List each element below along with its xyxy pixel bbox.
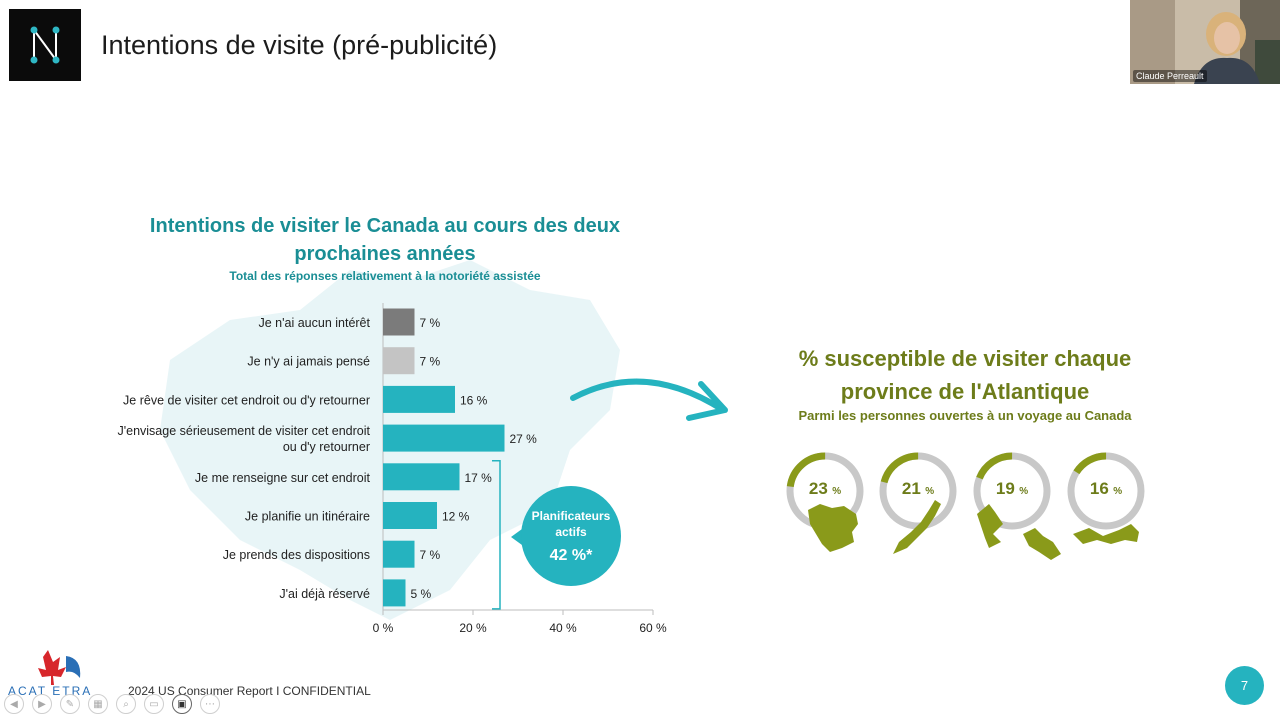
province-progress-ring — [973, 452, 1051, 530]
page-number-badge: 7 — [1225, 666, 1264, 705]
new-brunswick-map-icon — [786, 452, 864, 552]
category-label-line: Je n'ai aucun intérêt — [259, 316, 371, 330]
bar — [383, 347, 415, 375]
province-prince-edward-island: 16 % — [1067, 452, 1177, 572]
bar-value-label: 7 % — [420, 548, 441, 562]
atlantic-title: % susceptible de visiter chaque province… — [740, 342, 1190, 408]
bar-value-label: 27 % — [510, 432, 538, 446]
category-label: Je rêve de visiter cet endroit ou d'y re… — [123, 393, 370, 407]
bar — [383, 463, 460, 491]
x-tick-label: 40 % — [549, 621, 577, 635]
planners-callout-pointer — [511, 529, 522, 545]
category-label-line: Je prends des dispositions — [223, 548, 370, 562]
newfoundland-labrador-map-icon — [973, 452, 1061, 560]
province-progress-ring — [786, 452, 864, 530]
province-percent: 19 % — [995, 479, 1029, 498]
acat-etra-logo-mark: ACAT ETRA — [8, 650, 90, 698]
bar-value-label: 7 % — [420, 355, 441, 369]
category-label-line: Je n'y ai jamais pensé — [247, 355, 370, 369]
bar — [383, 308, 415, 336]
province-percent: 16 % — [1089, 479, 1123, 498]
province-nova-scotia: 21 % — [879, 452, 989, 572]
category-label-line: J'ai déjà réservé — [279, 587, 370, 601]
participant-video-frame — [1130, 0, 1280, 84]
bar-value-label: 12 % — [442, 510, 470, 524]
pen-icon[interactable]: ✎ — [60, 694, 80, 714]
category-label: Je n'y ai jamais pensé — [247, 355, 370, 369]
bar-value-label: 7 % — [420, 316, 441, 330]
category-label: Je me renseigne sur cet endroit — [195, 471, 371, 485]
more-options-icon[interactable]: ⋯ — [200, 694, 220, 714]
province-new-brunswick: 23 % — [786, 452, 896, 572]
bar-value-label: 17 % — [465, 471, 493, 485]
slides-grid-icon[interactable]: ▦ — [88, 694, 108, 714]
atlantic-subtitle: Parmi les personnes ouvertes à un voyage… — [798, 408, 1132, 423]
province-percent: 21 % — [901, 479, 935, 498]
active-planners-label: Planificateurs actifs — [531, 509, 611, 539]
subtitles-icon[interactable]: ▭ — [144, 694, 164, 714]
province-newfoundland-labrador: 19 % — [973, 452, 1083, 572]
category-label: J'ai déjà réservé — [279, 587, 370, 601]
active-planners-badge: Planificateurs actifs 42 %* — [521, 486, 621, 586]
category-label: Je prends des dispositions — [223, 548, 370, 562]
category-label-line: J'envisage sérieusement de visiter cet e… — [117, 424, 370, 438]
participant-name-label: Claude Perreault — [1133, 70, 1207, 82]
atlantic-title-line-1: % susceptible de visiter chaque — [798, 346, 1132, 371]
bar-value-label: 16 % — [460, 393, 488, 407]
province-percent: 23 % — [808, 479, 842, 498]
previous-slide-icon[interactable]: ◀ — [4, 694, 24, 714]
curved-arrow-icon — [570, 378, 728, 421]
planners-bracket — [492, 460, 501, 610]
active-planners-value: 42 %* — [549, 547, 593, 564]
category-label-line: ou d'y retourner — [283, 440, 370, 454]
camera-icon[interactable]: ▣ — [172, 694, 192, 714]
bar — [383, 424, 505, 452]
participant-video-tile[interactable]: Claude Perreault — [1130, 0, 1280, 84]
category-label-line: Je planifie un itinéraire — [245, 510, 370, 524]
bar — [383, 540, 415, 568]
category-label-line: Je me renseigne sur cet endroit — [195, 471, 371, 485]
bar-value-label: 5 % — [411, 587, 432, 601]
bar — [383, 579, 406, 607]
category-label: Je n'ai aucun intérêt — [259, 316, 371, 330]
footer-confidential-text: 2024 US Consumer Report I CONFIDENTIAL — [128, 684, 371, 698]
atlantic-title-line-2: province de l'Atlantique — [840, 379, 1090, 404]
category-label-line: Je rêve de visiter cet endroit ou d'y re… — [123, 393, 370, 407]
x-tick-label: 20 % — [459, 621, 487, 635]
nova-scotia-map-icon — [879, 452, 957, 554]
bar — [383, 385, 455, 413]
chart-subtitle: Total des réponses relativement à la not… — [229, 269, 541, 283]
company-logo — [9, 9, 81, 81]
bar — [383, 502, 437, 529]
next-slide-icon[interactable]: ▶ — [32, 694, 52, 714]
acat-etra-logo: ACAT ETRA — [8, 648, 118, 698]
x-tick-label: 0 % — [373, 621, 394, 635]
prince-edward-island-map-icon — [1067, 452, 1145, 544]
presentation-toolbar: ◀ ▶ ✎ ▦ ⌕ ▭ ▣ ⋯ — [4, 694, 220, 714]
x-tick-label: 60 % — [639, 621, 667, 635]
visit-intentions-bar-chart: 7 % Je n'ai aucun intérêt 7 % Je n'y ai jam… — [117, 303, 667, 635]
slide-title: Intentions de visite (pré-publicité) — [101, 30, 498, 60]
category-label: Je planifie un itinéraire — [245, 510, 370, 524]
zoom-icon[interactable]: ⌕ — [116, 694, 136, 714]
company-logo-mark — [30, 26, 60, 64]
category-label: J'envisage sérieusement de visiter cet e… — [117, 424, 370, 454]
chart-title: Intentions de visiter le Canada au cours… — [149, 215, 621, 265]
